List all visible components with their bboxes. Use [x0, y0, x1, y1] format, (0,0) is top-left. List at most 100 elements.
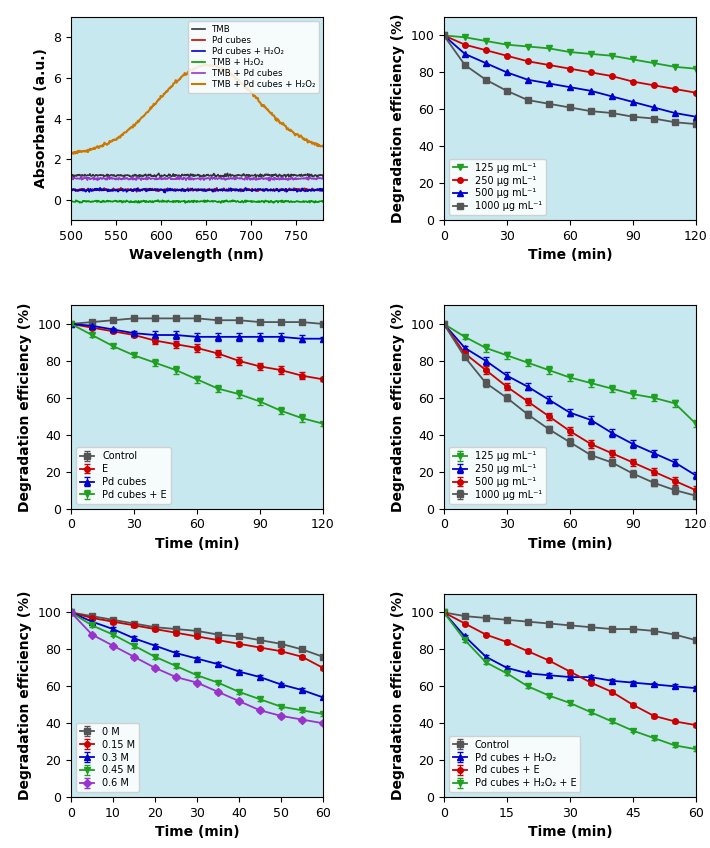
X-axis label: Wavelength (nm): Wavelength (nm): [129, 248, 264, 262]
Pd cubes + H₂O₂: [161, 187, 170, 198]
500 μg mL⁻¹: [650, 103, 658, 113]
TMB + Pd cubes: [266, 176, 274, 186]
500 μg mL⁻¹: [439, 31, 448, 41]
Legend: TMB, Pd cubes, Pd cubes + H₂O₂, TMB + H₂O₂, TMB + Pd cubes, TMB + Pd cubes + H₂O: TMB, Pd cubes, Pd cubes + H₂O₂, TMB + H₂…: [188, 21, 319, 93]
1000 μg mL⁻¹: [439, 31, 448, 41]
Pd cubes: [67, 185, 75, 195]
Pd cubes: [97, 184, 106, 194]
X-axis label: Time (min): Time (min): [155, 537, 239, 551]
Line: 500 μg mL⁻¹: 500 μg mL⁻¹: [441, 33, 699, 120]
125 μg mL⁻¹: [439, 31, 448, 41]
TMB + H₂O₂: [154, 195, 163, 205]
250 μg mL⁻¹: [461, 40, 469, 50]
TMB + H₂O₂: [167, 197, 175, 207]
Line: 1000 μg mL⁻¹: 1000 μg mL⁻¹: [441, 33, 699, 127]
125 μg mL⁻¹: [523, 42, 532, 52]
Line: 125 μg mL⁻¹: 125 μg mL⁻¹: [441, 33, 699, 71]
TMB + Pd cubes: [167, 173, 175, 183]
TMB + Pd cubes + H₂O₂: [226, 70, 235, 81]
TMB + H₂O₂: [250, 197, 258, 207]
125 μg mL⁻¹: [692, 64, 700, 74]
250 μg mL⁻¹: [481, 45, 490, 55]
Legend: 125 μg mL⁻¹, 250 μg mL⁻¹, 500 μg mL⁻¹, 1000 μg mL⁻¹: 125 μg mL⁻¹, 250 μg mL⁻¹, 500 μg mL⁻¹, 1…: [449, 447, 546, 504]
125 μg mL⁻¹: [628, 54, 637, 64]
Pd cubes + H₂O₂: [67, 186, 75, 196]
125 μg mL⁻¹: [566, 47, 574, 57]
Pd cubes + H₂O₂: [150, 185, 158, 195]
Line: TMB: TMB: [71, 173, 323, 177]
500 μg mL⁻¹: [566, 82, 574, 92]
TMB + Pd cubes + H₂O₂: [319, 141, 327, 151]
Pd cubes + H₂O₂: [250, 186, 258, 196]
250 μg mL⁻¹: [628, 76, 637, 86]
Pd cubes + H₂O₂: [226, 183, 235, 193]
500 μg mL⁻¹: [586, 86, 595, 96]
TMB + Pd cubes + H₂O₂: [150, 98, 158, 109]
250 μg mL⁻¹: [650, 81, 658, 91]
TMB + Pd cubes: [249, 173, 258, 183]
1000 μg mL⁻¹: [586, 106, 595, 116]
1000 μg mL⁻¹: [670, 117, 679, 127]
TMB: [167, 171, 175, 181]
TMB + H₂O₂: [97, 197, 106, 207]
TMB + H₂O₂: [67, 197, 75, 207]
TMB + Pd cubes + H₂O₂: [98, 142, 106, 152]
500 μg mL⁻¹: [481, 58, 490, 68]
X-axis label: Time (min): Time (min): [528, 248, 612, 262]
500 μg mL⁻¹: [692, 112, 700, 122]
TMB + H₂O₂: [226, 197, 235, 207]
Y-axis label: Degradation efficiency (%): Degradation efficiency (%): [18, 591, 32, 801]
250 μg mL⁻¹: [523, 56, 532, 66]
TMB: [97, 170, 106, 180]
125 μg mL⁻¹: [586, 49, 595, 59]
125 μg mL⁻¹: [503, 40, 511, 50]
X-axis label: Time (min): Time (min): [528, 537, 612, 551]
TMB + H₂O₂: [149, 198, 158, 208]
Pd cubes: [251, 184, 260, 194]
TMB: [149, 170, 158, 181]
Pd cubes: [319, 185, 327, 195]
TMB + H₂O₂: [251, 197, 260, 207]
TMB: [226, 169, 234, 179]
Line: TMB + H₂O₂: TMB + H₂O₂: [71, 200, 323, 203]
TMB + H₂O₂: [319, 197, 327, 207]
Pd cubes + H₂O₂: [96, 182, 104, 192]
TMB + Pd cubes + H₂O₂: [67, 148, 75, 159]
500 μg mL⁻¹: [608, 92, 616, 102]
1000 μg mL⁻¹: [608, 108, 616, 118]
Pd cubes + H₂O₂: [98, 184, 106, 194]
250 μg mL⁻¹: [503, 51, 511, 61]
500 μg mL⁻¹: [461, 49, 469, 59]
250 μg mL⁻¹: [545, 60, 553, 70]
125 μg mL⁻¹: [481, 36, 490, 46]
1000 μg mL⁻¹: [461, 60, 469, 70]
125 μg mL⁻¹: [461, 32, 469, 42]
TMB + Pd cubes: [251, 174, 259, 184]
TMB + Pd cubes: [226, 174, 234, 184]
250 μg mL⁻¹: [439, 31, 448, 41]
500 μg mL⁻¹: [523, 75, 532, 85]
TMB + Pd cubes + H₂O₂: [167, 82, 175, 92]
Pd cubes + H₂O₂: [251, 184, 260, 194]
125 μg mL⁻¹: [545, 43, 553, 53]
Legend: 125 μg mL⁻¹, 250 μg mL⁻¹, 500 μg mL⁻¹, 1000 μg mL⁻¹: 125 μg mL⁻¹, 250 μg mL⁻¹, 500 μg mL⁻¹, 1…: [449, 159, 546, 215]
Pd cubes: [250, 184, 258, 194]
Y-axis label: Degradation efficiency (%): Degradation efficiency (%): [391, 591, 405, 801]
Pd cubes + H₂O₂: [168, 184, 176, 194]
Y-axis label: Degradation efficiency (%): Degradation efficiency (%): [391, 14, 405, 223]
1000 μg mL⁻¹: [523, 95, 532, 105]
Line: Pd cubes + H₂O₂: Pd cubes + H₂O₂: [71, 187, 323, 192]
TMB: [155, 168, 163, 178]
250 μg mL⁻¹: [566, 64, 574, 74]
TMB: [252, 172, 261, 182]
TMB + Pd cubes: [77, 171, 85, 181]
TMB + Pd cubes + H₂O₂: [250, 91, 258, 101]
TMB + Pd cubes: [150, 173, 158, 183]
Legend: 0 M, 0.15 M, 0.3 M, 0.45 M, 0.6 M: 0 M, 0.15 M, 0.3 M, 0.45 M, 0.6 M: [76, 722, 139, 792]
500 μg mL⁻¹: [503, 67, 511, 77]
Y-axis label: Degradation efficiency (%): Degradation efficiency (%): [391, 302, 405, 512]
1000 μg mL⁻¹: [545, 98, 553, 109]
Line: TMB + Pd cubes: TMB + Pd cubes: [71, 176, 323, 181]
Legend: Control, Pd cubes + H₂O₂, Pd cubes + E, Pd cubes + H₂O₂ + E: Control, Pd cubes + H₂O₂, Pd cubes + E, …: [449, 736, 581, 792]
Pd cubes: [116, 182, 125, 192]
